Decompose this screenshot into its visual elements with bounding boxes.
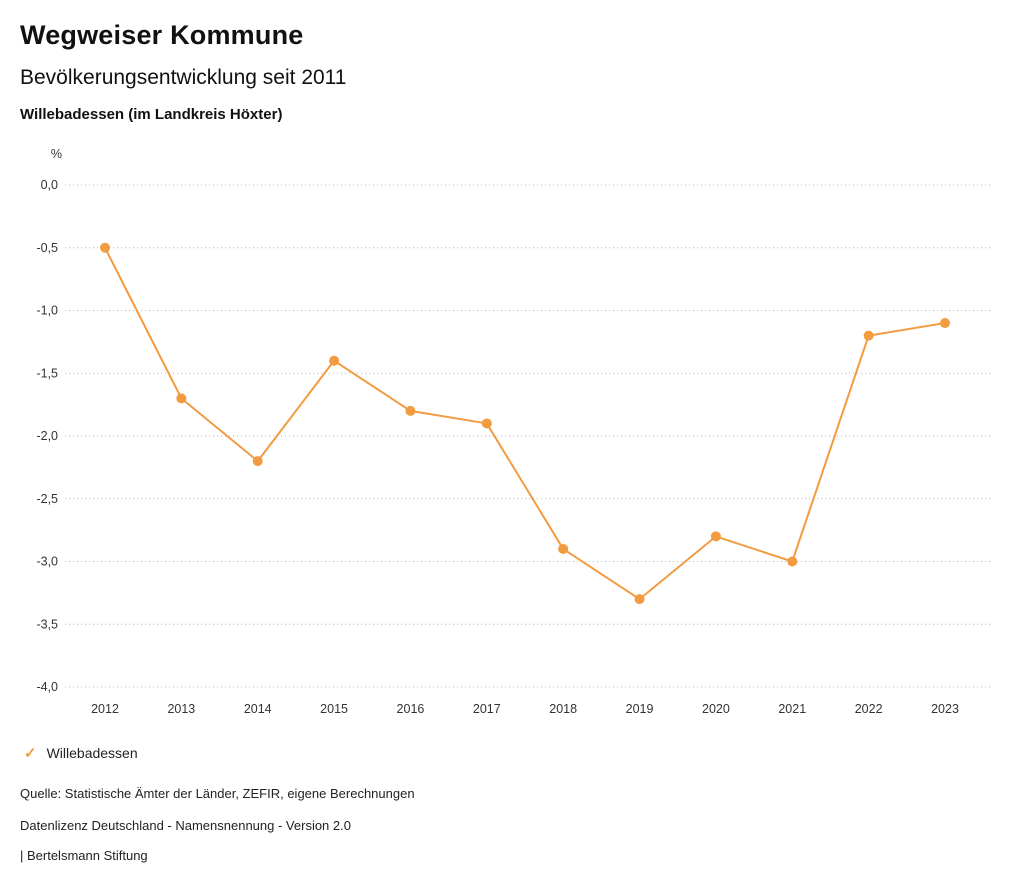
- page-title: Wegweiser Kommune: [20, 20, 304, 50]
- x-tick-label: 2023: [931, 702, 959, 716]
- data-point[interactable]: [481, 418, 492, 429]
- x-tick-label: 2013: [167, 702, 195, 716]
- y-tick-label: -2,0: [36, 429, 58, 443]
- y-axis-unit-label: %: [51, 147, 62, 161]
- x-tick-label: 2020: [702, 702, 730, 716]
- x-tick-label: 2017: [473, 702, 501, 716]
- legend[interactable]: ✓ Willebadessen: [24, 745, 138, 761]
- source-note: Quelle: Statistische Ämter der Länder, Z…: [20, 786, 415, 801]
- region-label: Willebadessen (im Landkreis Höxter): [20, 106, 283, 123]
- y-tick-label: -2,5: [36, 492, 58, 506]
- data-point[interactable]: [787, 556, 798, 567]
- data-point[interactable]: [176, 393, 187, 404]
- data-point[interactable]: [940, 318, 950, 329]
- y-tick-label: -3,5: [36, 617, 58, 631]
- x-tick-label: 2015: [320, 702, 348, 716]
- y-tick-label: 0,0: [41, 178, 58, 192]
- x-tick-label: 2014: [244, 702, 272, 716]
- license-note: Datenlizenz Deutschland - Namensnennung …: [20, 818, 351, 833]
- data-point[interactable]: [252, 456, 263, 467]
- check-icon: ✓: [24, 744, 37, 762]
- x-tick-label: 2022: [855, 702, 883, 716]
- data-point[interactable]: [634, 594, 645, 605]
- x-tick-label: 2018: [549, 702, 577, 716]
- data-point[interactable]: [710, 531, 721, 542]
- data-point[interactable]: [100, 242, 110, 253]
- y-tick-label: -4,0: [36, 680, 58, 694]
- legend-item-label: Willebadessen: [46, 745, 138, 761]
- publisher-note: | Bertelsmann Stiftung: [20, 848, 148, 863]
- y-tick-label: -1,0: [36, 304, 58, 318]
- data-point[interactable]: [863, 330, 874, 341]
- y-tick-label: -1,5: [36, 366, 58, 380]
- x-tick-label: 2016: [397, 702, 425, 716]
- x-tick-label: 2012: [91, 702, 119, 716]
- population-line-chart: % 0,0 -0,5 -1,0 -1,5 -2,0 -2,5 -3,0 -3,5 -4,0 2012…: [36, 147, 990, 716]
- series-line: [104, 246, 946, 601]
- chart-area: % 0,0 -0,5 -1,0 -1,5 -2,0 -2,5 -3,0 -3,5 -4,0 2012…: [0, 140, 1024, 740]
- y-tick-label: -0,5: [36, 241, 58, 255]
- x-tick-label: 2019: [626, 702, 654, 716]
- data-point[interactable]: [329, 355, 340, 366]
- data-point[interactable]: [558, 543, 569, 554]
- data-point[interactable]: [405, 405, 416, 416]
- y-tick-label: -3,0: [36, 555, 58, 569]
- x-tick-label: 2021: [778, 702, 806, 716]
- chart-title: Bevölkerungsentwicklung seit 2011: [20, 66, 347, 89]
